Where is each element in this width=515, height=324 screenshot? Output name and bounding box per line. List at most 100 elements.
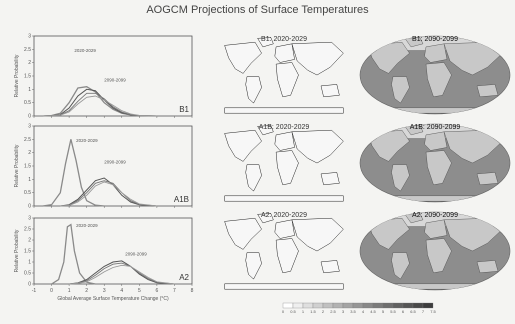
map-landmass-outline <box>320 260 340 274</box>
map-landmass <box>391 76 410 104</box>
map-landmass-outline <box>224 107 344 114</box>
x-tick-label: 0 <box>50 288 53 294</box>
y-tick-label: 1 <box>28 177 31 183</box>
map-landmass <box>391 164 410 192</box>
panel-label: A2 <box>179 273 189 282</box>
y-tick-label: 1.5 <box>24 74 31 80</box>
x-tick-label: 2 <box>85 288 88 294</box>
colorbar-tick-label: 6.5 <box>410 309 416 314</box>
colorbar-tick-label: 2.5 <box>330 309 336 314</box>
colorbar-tick-label: 0 <box>282 309 285 314</box>
y-tick-label: 2.5 <box>24 47 31 53</box>
y-tick-label: 1.5 <box>24 164 31 170</box>
map-landmass-outline <box>291 129 344 164</box>
map-landmass <box>476 84 499 98</box>
colorbar-swatch <box>342 302 354 309</box>
map-landmass-outline <box>224 283 344 290</box>
y-tick-label: 2.5 <box>24 137 31 143</box>
map-landmass-outline <box>257 213 274 224</box>
map-landmass <box>424 43 448 63</box>
map-landmass <box>425 62 452 98</box>
colorbar-tick-label: 4.5 <box>370 309 376 314</box>
y-tick-label: 0 <box>28 114 31 120</box>
map-panel: B1: 2020-2029 <box>224 36 344 114</box>
colorbar-tick-label: 3 <box>342 309 345 314</box>
map-landmass-outline <box>224 41 262 74</box>
panel-label: B1 <box>179 105 189 114</box>
y-tick-label: 1.5 <box>24 249 31 255</box>
colorbar-swatch <box>292 302 304 309</box>
colorbar: 0 0.5 1 1.5 2 2.5 3 3.5 4 4.5 5 5.5 6 6.5 7 7.5 <box>282 302 437 314</box>
colorbar-swatch <box>352 302 364 309</box>
annotation-label: 2020-2029 <box>76 138 98 143</box>
map-landmass <box>425 238 452 274</box>
map-landmass-outline <box>320 84 340 98</box>
map-landmass-outline <box>275 238 299 274</box>
series-line-1 <box>51 223 96 285</box>
colorbar-swatch <box>422 302 434 309</box>
y-axis-label: Relative Probability <box>14 144 20 187</box>
series-line-4 <box>69 264 175 285</box>
map-title: B1: 2090-2099 <box>412 36 458 43</box>
colorbar-swatch <box>312 302 324 309</box>
map-panel: A2: 2090-2099 <box>359 211 511 291</box>
map-landmass-outline <box>291 41 344 76</box>
map-title: B1: 2020-2029 <box>261 36 307 43</box>
x-axis-label: Global Average Surface Temperature Chang… <box>57 296 169 302</box>
series-line-3 <box>69 262 175 285</box>
y-tick-label: 0 <box>28 282 31 288</box>
map-landmass <box>367 195 503 202</box>
y-tick-label: 0 <box>28 204 31 210</box>
map-landmass <box>404 213 424 224</box>
x-tick-label: 5 <box>138 288 141 294</box>
x-tick-label: 8 <box>191 288 194 294</box>
map-title: A1B: 2020-2029 <box>259 124 310 131</box>
map-landmass-outline <box>245 164 262 192</box>
colorbar-tick-label: 7.5 <box>430 309 436 314</box>
colorbar-tick-label: 2 <box>322 309 325 314</box>
colorbar-swatch <box>402 302 414 309</box>
colorbar-swatch <box>392 302 404 309</box>
map-landmass-outline <box>275 150 299 186</box>
annotation-label: 2020-2029 <box>74 48 96 53</box>
colorbar-swatch <box>362 302 374 309</box>
colorbar-swatch <box>302 302 314 309</box>
colorbar-swatch <box>322 302 334 309</box>
map-landmass <box>476 260 499 274</box>
y-tick-label: 2 <box>28 60 31 66</box>
colorbar-tick-label: 3.5 <box>350 309 356 314</box>
colorbar-swatch <box>412 302 424 309</box>
x-tick-label: -1 <box>32 288 37 294</box>
map-landmass <box>367 217 410 250</box>
map-landmass <box>367 129 410 162</box>
map-panel: A1B: 2020-2029 <box>224 124 344 202</box>
map-landmass <box>391 252 410 280</box>
map-landmass-outline <box>275 62 299 98</box>
colorbar-swatch <box>382 302 394 309</box>
series-line-4 <box>60 181 157 207</box>
map-landmass-outline <box>245 252 262 280</box>
y-tick-label: 3 <box>28 34 31 40</box>
series-line-2 <box>60 177 157 207</box>
y-tick-label: 0.5 <box>24 271 31 277</box>
map-landmass <box>367 283 503 290</box>
map-landmass <box>425 150 452 186</box>
map-title: A2: 2090-2099 <box>412 212 458 219</box>
chart-panel-a1b: 0 0.5 1 1.5 2 2.5 3 Relative Probability 2020-20… <box>14 124 193 210</box>
x-tick-label: 3 <box>103 288 106 294</box>
map-landmass-outline <box>274 43 295 63</box>
series-line-1 <box>42 139 105 207</box>
map-landmass <box>367 107 503 114</box>
series-line-4 <box>42 95 157 117</box>
colorbar-tick-label: 1.5 <box>310 309 316 314</box>
map-panel: B1: 2090-2099 <box>359 35 511 115</box>
map-landmass <box>404 37 424 48</box>
y-tick-label: 1 <box>28 87 31 93</box>
map-landmass <box>404 125 424 136</box>
map-landmass-outline <box>224 217 262 250</box>
chart-panel-b1: 0 0.5 1 1.5 2 2.5 3 Relative Probability 2020-20… <box>14 34 193 120</box>
series-line-2 <box>69 260 175 285</box>
map-landmass-outline <box>274 131 295 151</box>
colorbar-tick-label: 1 <box>302 309 305 314</box>
